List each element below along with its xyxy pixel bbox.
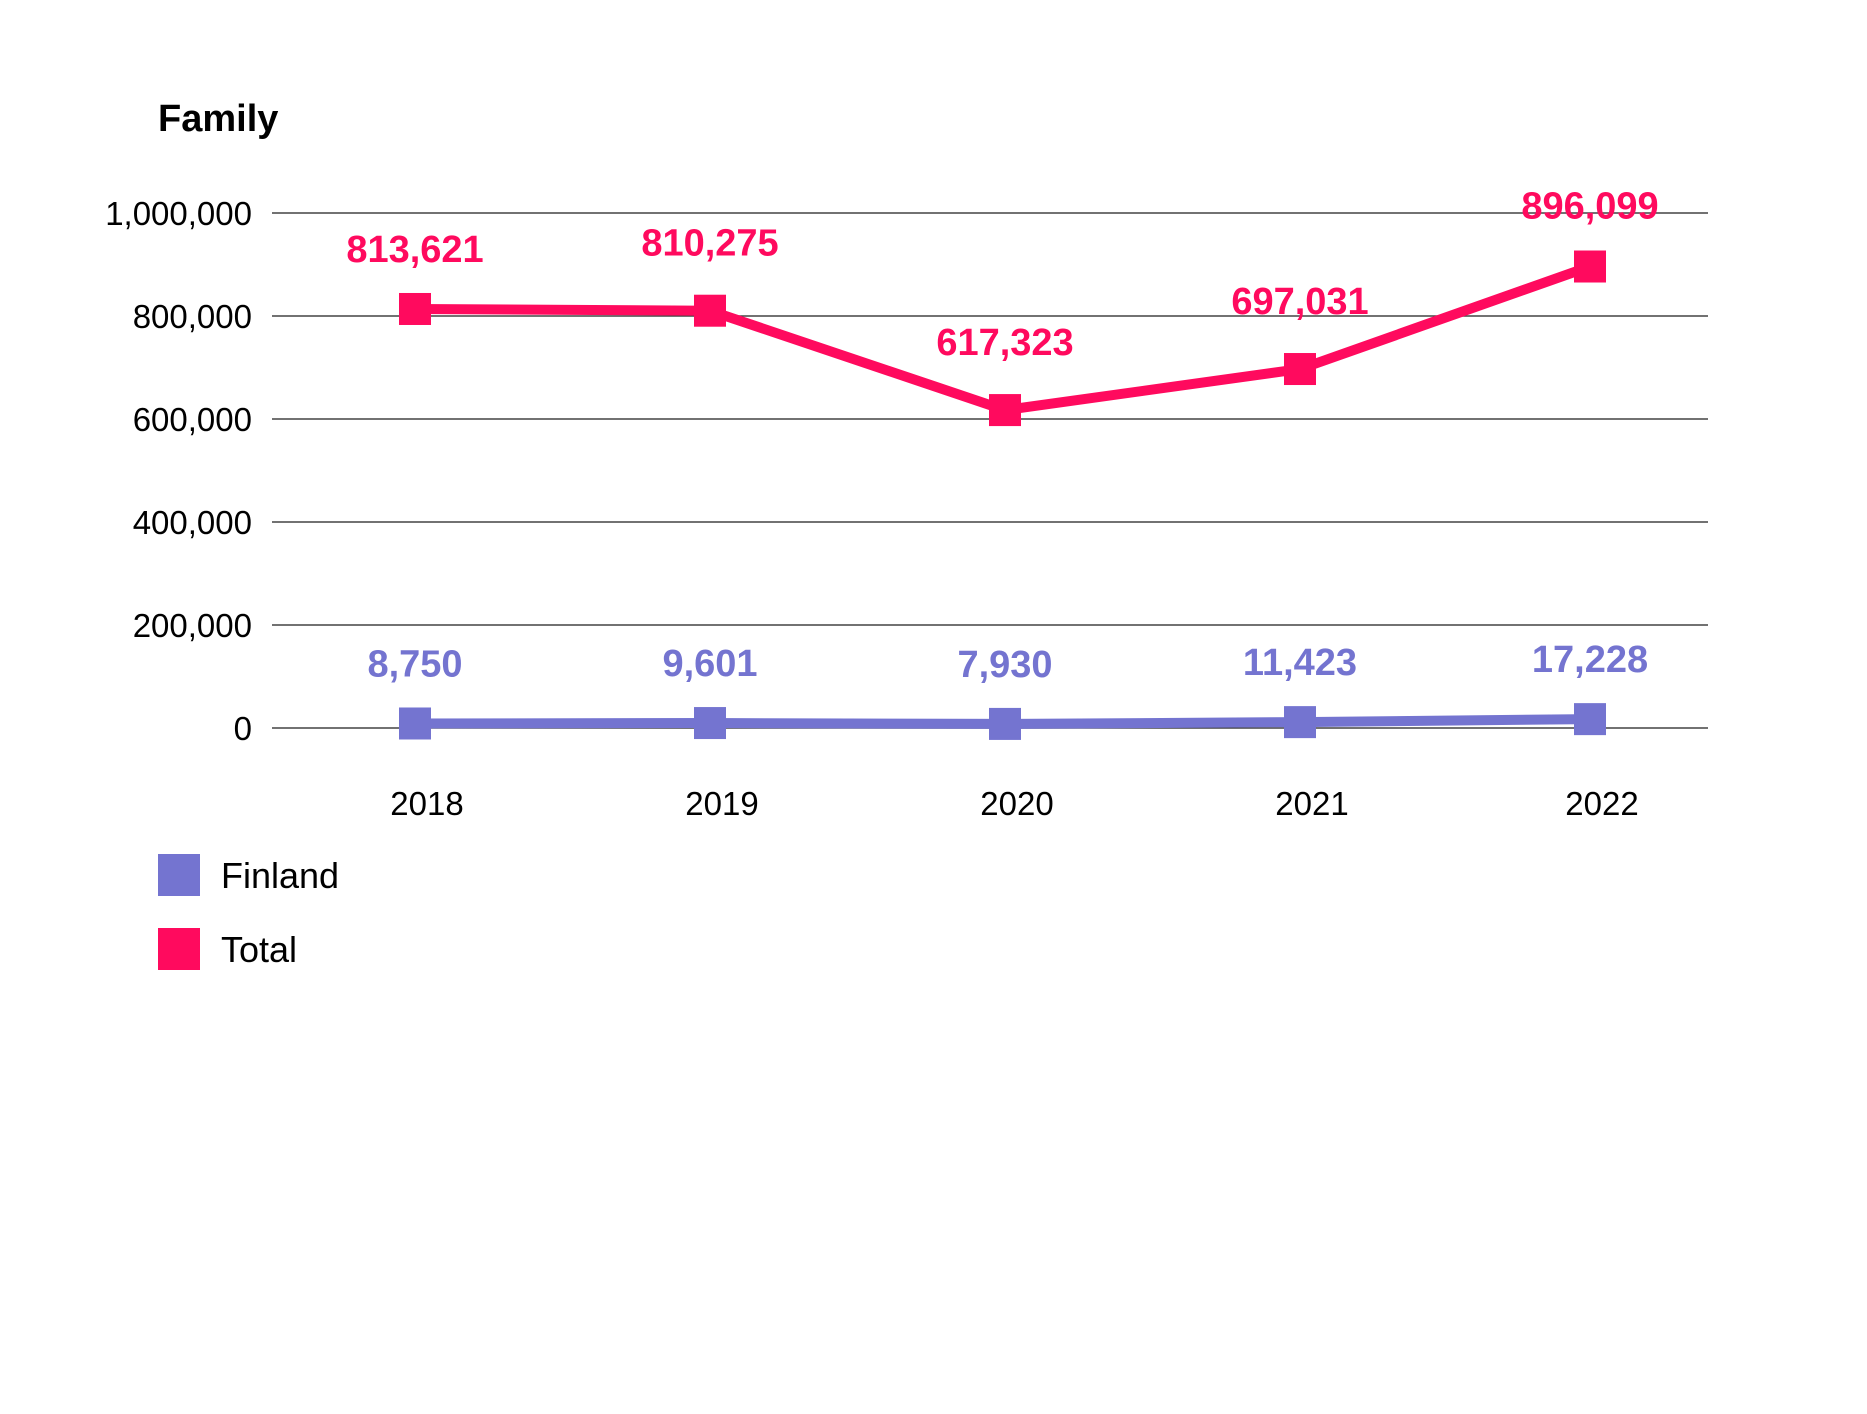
legend: Finland Total (158, 854, 339, 970)
data-label-total: 697,031 (1231, 281, 1368, 323)
x-tick-label: 2020 (980, 785, 1053, 822)
data-label-finland: 7,930 (957, 644, 1052, 686)
data-point-finland (694, 707, 726, 740)
data-label-total: 617,323 (936, 322, 1073, 364)
data-label-finland: 9,601 (662, 643, 757, 685)
series-layer (399, 250, 1606, 740)
y-tick-label: 400,000 (133, 504, 252, 541)
legend-swatch-finland (158, 854, 200, 896)
data-label-total: 810,275 (641, 223, 778, 265)
gridlines (272, 212, 1708, 729)
data-label-finland: 8,750 (367, 643, 462, 685)
x-axis-ticks: 2018 2019 2020 2021 2022 (390, 785, 1638, 822)
x-tick-label: 2018 (390, 785, 463, 822)
data-label-total: 813,621 (346, 229, 483, 271)
data-label-total: 896,099 (1521, 186, 1658, 228)
x-tick-label: 2021 (1275, 785, 1348, 822)
legend-swatch-total (158, 928, 200, 970)
y-tick-label: 600,000 (133, 401, 252, 438)
data-point-total (694, 294, 726, 327)
data-point-finland (1574, 703, 1606, 736)
y-tick-label: 1,000,000 (105, 195, 252, 232)
chart-title: Family (158, 98, 278, 140)
data-point-finland (399, 707, 431, 740)
data-label-finland: 17,228 (1532, 639, 1648, 681)
data-label-finland: 11,423 (1243, 642, 1357, 684)
y-tick-label: 200,000 (133, 607, 252, 644)
data-point-finland (1284, 706, 1316, 739)
data-point-total (1574, 250, 1606, 283)
y-axis-ticks: 0 200,000 400,000 600,000 800,000 1,000,000 (105, 195, 252, 747)
data-point-finland (989, 707, 1021, 740)
legend-label-finland: Finland (221, 855, 339, 896)
data-point-total (989, 394, 1021, 427)
data-labels: 8,750 9,601 7,930 11,423 17,228 813,621 810,27… (346, 186, 1658, 686)
data-point-total (399, 292, 431, 325)
x-tick-label: 2022 (1565, 785, 1638, 822)
legend-label-total: Total (221, 929, 297, 970)
y-tick-label: 0 (234, 710, 252, 747)
y-tick-label: 800,000 (133, 298, 252, 335)
data-point-total (1284, 353, 1316, 386)
x-tick-label: 2019 (685, 785, 758, 822)
